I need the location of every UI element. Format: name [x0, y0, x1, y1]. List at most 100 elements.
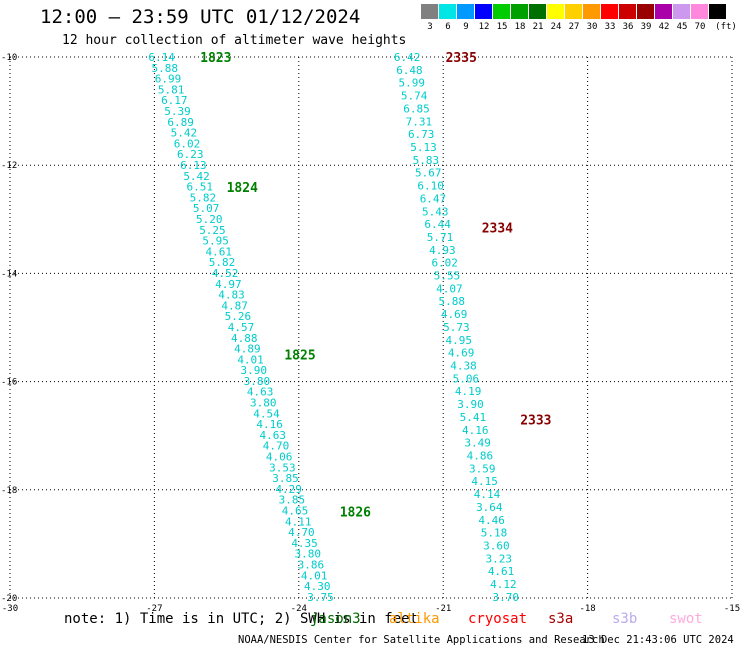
wave-height-value: 5.39 — [164, 105, 191, 118]
longitude-tick-label: -27 — [146, 604, 162, 614]
wave-height-value: 3.53 — [269, 461, 296, 474]
wave-height-value: 4.87 — [221, 299, 248, 312]
wave-height-value: 5.71 — [427, 231, 454, 244]
legend-swatch — [511, 4, 528, 19]
pass-time-label: 1826 — [340, 505, 371, 520]
legend-swatch — [493, 4, 510, 19]
wave-height-value: 6.51 — [186, 181, 213, 194]
wave-height-value: 6.47 — [420, 192, 447, 205]
wave-height-value: 6.14 — [148, 51, 175, 64]
wave-height-value: 5.88 — [438, 295, 465, 308]
wave-height-value: 4.63 — [247, 386, 274, 399]
wave-height-value: 4.19 — [455, 385, 482, 398]
legend-label: 9 — [463, 22, 469, 32]
legend-label: 42 — [658, 22, 670, 32]
longitude-tick-label: -30 — [2, 604, 18, 614]
legend-swatch — [673, 4, 690, 19]
satellite-altika: altika — [389, 611, 440, 627]
generation-timestamp: 13 Dec 21:43:06 UTC 2024 — [582, 634, 734, 646]
wave-height-value: 5.18 — [481, 527, 508, 540]
latitude-tick-label: -16 — [1, 378, 17, 388]
wave-height-value: 4.52 — [212, 267, 239, 280]
legend-label: 21 — [532, 22, 544, 32]
wave-height-value: 3.23 — [485, 552, 512, 565]
wave-height-value: 3.85 — [279, 494, 306, 507]
wave-height-value: 6.73 — [408, 128, 435, 141]
wave-height-value: 6.02 — [174, 137, 201, 150]
legend-swatch — [601, 4, 618, 19]
longitude-tick-label: -15 — [724, 604, 740, 614]
legend-swatch — [421, 4, 438, 19]
wave-height-value: 7.31 — [406, 115, 433, 128]
legend-label: 15 — [496, 22, 508, 32]
wave-height-value: 3.64 — [476, 501, 503, 514]
legend-swatch — [439, 4, 456, 19]
wave-height-value: 5.43 — [422, 205, 449, 218]
wave-height-value: 4.30 — [304, 580, 331, 593]
wave-height-value: 3.70 — [493, 591, 520, 604]
wave-height-value: 3.59 — [469, 462, 496, 475]
wave-height-value: 4.35 — [291, 537, 318, 550]
legend-swatch — [547, 4, 564, 19]
wave-height-value: 5.26 — [225, 310, 252, 323]
wave-height-value: 4.89 — [234, 343, 261, 356]
wave-height-value: 3.86 — [298, 559, 325, 572]
wave-height-value: 6.17 — [161, 94, 188, 107]
wave-height-value: 4.06 — [266, 451, 293, 464]
wave-height-value: 5.83 — [413, 154, 440, 167]
legend-swatch — [709, 4, 726, 19]
footnote: note: 1) Time is in UTC; 2) SWH is in fe… — [64, 611, 419, 627]
wave-height-value: 4.14 — [474, 488, 501, 501]
wave-height-value: 4.57 — [228, 321, 255, 334]
latitude-tick-label: -12 — [1, 161, 17, 171]
wave-height-value: 5.74 — [401, 90, 428, 103]
wave-height-value: 5.88 — [152, 62, 179, 75]
wave-height-value: 4.70 — [288, 526, 315, 539]
legend-label: 12 — [478, 22, 490, 32]
wave-height-value: 4.07 — [436, 282, 463, 295]
wave-height-value: 6.89 — [167, 116, 194, 129]
wave-height-value: 6.23 — [177, 148, 204, 161]
wave-height-value: 5.55 — [434, 270, 461, 283]
wave-height-value: 3.60 — [483, 539, 510, 552]
pass-time-label: 2333 — [520, 413, 551, 428]
credit-line: NOAA/NESDIS Center for Satellite Applica… — [238, 634, 605, 646]
legend-swatch — [691, 4, 708, 19]
wave-height-value: 5.20 — [196, 213, 223, 226]
wave-height-value: 5.42 — [183, 170, 210, 183]
wave-height-value: 5.82 — [209, 256, 236, 269]
legend-label: 39 — [640, 22, 652, 32]
latitude-tick-label: -18 — [1, 486, 17, 496]
legend-swatch — [655, 4, 672, 19]
wave-height-value: 3.80 — [250, 397, 277, 410]
satellite-jason3: jason3 — [310, 611, 361, 627]
wave-height-value: 4.38 — [450, 360, 477, 373]
legend-label: 6 — [445, 22, 451, 32]
map-subtitle: 12 hour collection of altimeter wave hei… — [62, 33, 407, 48]
wave-height-value: 4.69 — [441, 308, 468, 321]
wave-height-value: 5.41 — [460, 411, 487, 424]
map-title: 12:00 — 23:59 UTC 01/12/2024 — [40, 6, 361, 28]
wave-height-value: 4.61 — [206, 245, 233, 258]
latitude-tick-label: -10 — [1, 53, 17, 63]
wave-height-value: 4.83 — [218, 289, 245, 302]
wave-height-value: 5.13 — [410, 141, 437, 154]
pass-time-label: 2334 — [482, 221, 513, 236]
wave-height-value: 6.99 — [155, 73, 182, 86]
legend-label: 30 — [586, 22, 598, 32]
legend-swatch — [565, 4, 582, 19]
wave-height-value: 5.73 — [443, 321, 470, 334]
wave-height-value: 4.54 — [253, 407, 280, 420]
legend-swatch — [583, 4, 600, 19]
legend-label: 36 — [622, 22, 634, 32]
wave-height-value: 4.86 — [467, 450, 494, 463]
wave-height-value: 3.49 — [464, 437, 491, 450]
wave-height-value: 5.25 — [199, 224, 226, 237]
wave-height-value: 3.80 — [244, 375, 271, 388]
wave-height-value: 4.69 — [448, 347, 475, 360]
wave-height-value: 3.90 — [240, 364, 267, 377]
wave-height-value: 4.95 — [446, 334, 473, 347]
legend-label: 33 — [604, 22, 616, 32]
wave-height-value: 5.67 — [415, 167, 442, 180]
